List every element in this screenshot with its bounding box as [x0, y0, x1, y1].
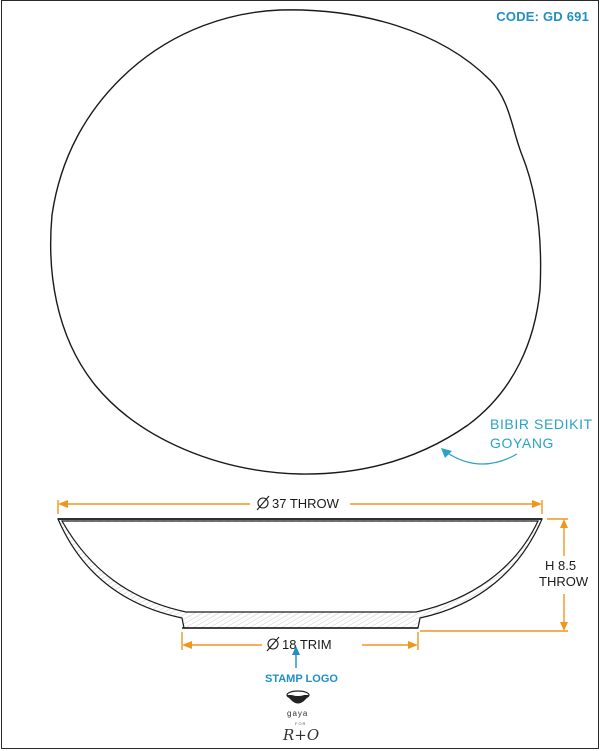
diameter-symbol-bottom	[266, 636, 280, 652]
stamp-arrowhead	[292, 646, 300, 655]
rim-note-line2: GOYANG	[490, 435, 555, 451]
product-code: CODE: GD 691	[496, 9, 589, 24]
note-arrowhead	[441, 448, 452, 458]
diameter-bottom-label: 18 TRIM	[282, 637, 332, 652]
note-arrow	[445, 451, 518, 465]
logo-for: FOR	[295, 721, 307, 726]
dimension-diameter-top: 37 THROW	[57, 495, 543, 514]
rim-note-line1: BIBIR SEDIKIT	[490, 416, 593, 432]
logo-name: gaya	[287, 709, 309, 718]
height-label-line2: THROW	[539, 574, 589, 589]
diameter-top-label: 37 THROW	[272, 496, 340, 511]
height-label-line1: H 8.5	[545, 558, 576, 573]
gaya-logo-icon	[286, 690, 310, 704]
rim-note: BIBIR SEDIKIT GOYANG	[490, 415, 593, 453]
dimension-diameter-bottom: 18 TRIM	[181, 632, 419, 652]
stamp-logo-label: STAMP LOGO	[265, 673, 338, 685]
diameter-symbol-top	[256, 495, 270, 511]
logo-mark: R+O	[283, 726, 320, 744]
bowl-top-view-outline	[50, 9, 542, 475]
dimension-height: H 8.5 THROW	[420, 518, 589, 632]
